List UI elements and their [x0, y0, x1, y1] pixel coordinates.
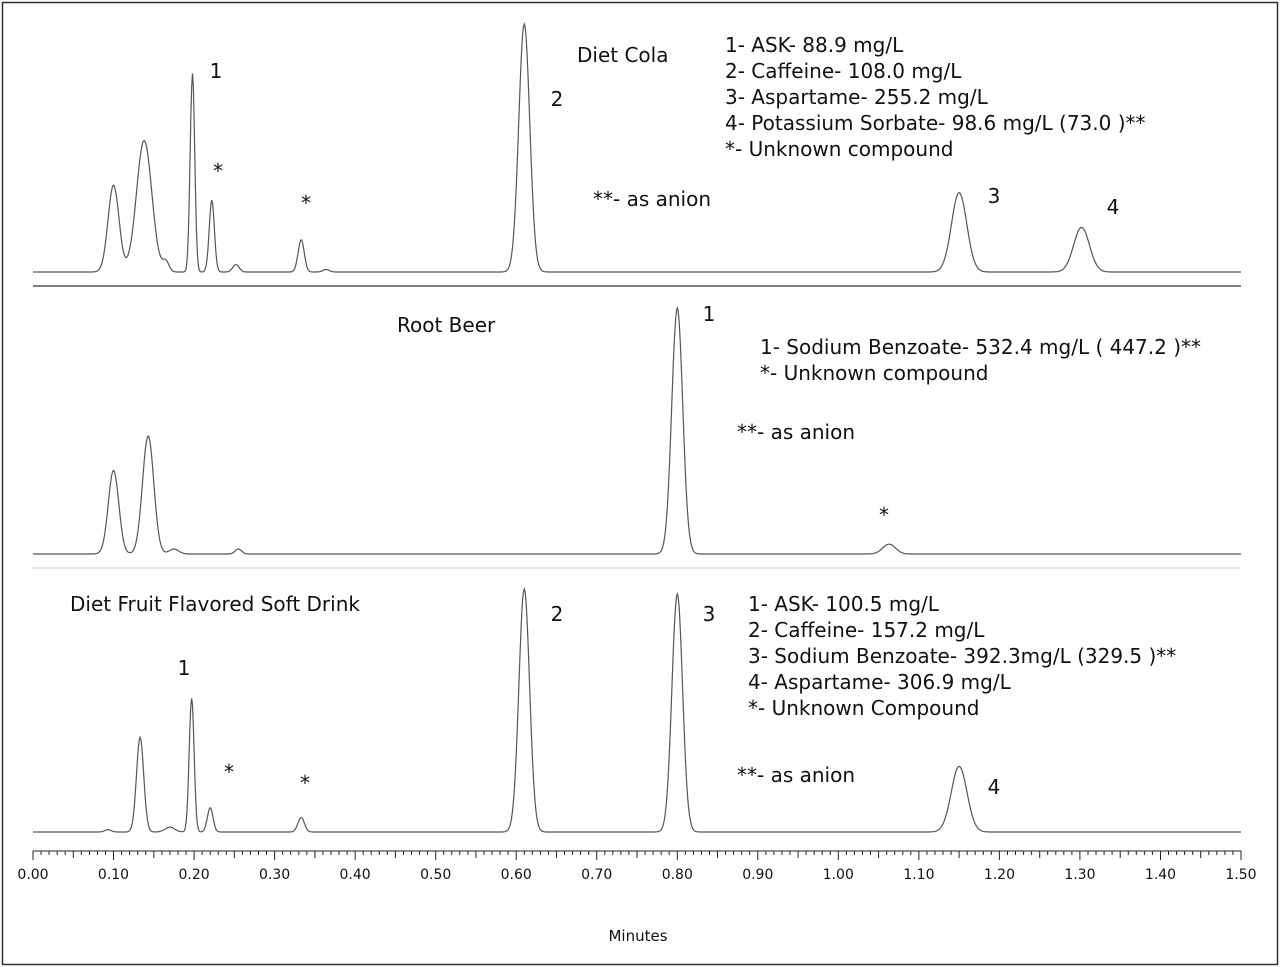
peak-label-2-2: * — [879, 503, 889, 527]
peak-label-3-2: * — [224, 760, 234, 784]
x-tick-label: 1.10 — [903, 867, 934, 883]
x-tick-label: 0.30 — [259, 867, 290, 883]
legend-line-3-2: 2- Caffeine- 157.2 mg/L — [748, 618, 985, 642]
x-tick-label: 1.30 — [1064, 867, 1095, 883]
peak-label-3-1: 1 — [178, 656, 191, 680]
x-tick-label: 0.20 — [179, 867, 210, 883]
peak-label-1-6: 4 — [1107, 195, 1120, 219]
x-tick-label: 0.10 — [98, 867, 129, 883]
anion-note-2: **- as anion — [737, 420, 855, 444]
x-tick-label: 0.00 — [17, 867, 48, 883]
x-axis-ticks: 0.00 0.10 0.20 0.30 0.40 0.50 0.60 0.70 0.80 0.90… — [17, 851, 1257, 883]
annotations: Diet Cola 1- ASK- 88.9 mg/L2- Caffeine- 1… — [70, 33, 1201, 799]
peak-label-1-1: 1 — [210, 59, 223, 83]
legend-line-3-4: 4- Aspartame- 306.9 mg/L — [748, 670, 1012, 694]
peak-label-3-3: * — [300, 771, 310, 795]
peak-label-3-4: 2 — [551, 602, 564, 626]
x-tick-label: 1.50 — [1225, 867, 1256, 883]
panel-title-1: Diet Cola — [577, 43, 668, 67]
legend-line-3-1: 1- ASK- 100.5 mg/L — [748, 592, 940, 616]
legend-line-1-1: 1- ASK- 88.9 mg/L — [725, 33, 904, 57]
x-tick-label: 1.40 — [1145, 867, 1176, 883]
legend-line-3-5: *- Unknown Compound — [748, 696, 979, 720]
legend-line-1-5: *- Unknown compound — [725, 137, 953, 161]
peak-label-1-2: * — [213, 159, 223, 183]
legend-line-1-3: 3- Aspartame- 255.2 mg/L — [725, 85, 989, 109]
x-tick-label: 0.80 — [662, 867, 693, 883]
panel-title-2: Root Beer — [397, 313, 496, 337]
legend-line-1-4: 4- Potassium Sorbate- 98.6 mg/L (73.0 )*… — [725, 111, 1146, 135]
x-tick-label: 1.20 — [984, 867, 1015, 883]
legend-line-2-2: *- Unknown compound — [760, 361, 988, 385]
chromatogram-traces — [33, 22, 1241, 833]
x-tick-label: 0.60 — [501, 867, 532, 883]
peak-label-1-3: * — [301, 191, 311, 215]
anion-note-3: **- as anion — [737, 763, 855, 787]
legend-line-1-2: 2- Caffeine- 108.0 mg/L — [725, 59, 962, 83]
peak-label-3-5: 3 — [703, 602, 716, 626]
peak-label-2-1: 1 — [703, 302, 716, 326]
x-tick-label: 0.70 — [581, 867, 612, 883]
peak-label-1-4: 2 — [551, 87, 564, 111]
anion-note-1: **- as anion — [593, 187, 711, 211]
trace-panel-3 — [33, 586, 1241, 833]
x-tick-label: 0.50 — [420, 867, 451, 883]
peak-label-1-5: 3 — [988, 184, 1001, 208]
peak-label-3-6: 4 — [988, 775, 1001, 799]
trace-panel-2 — [33, 305, 1241, 555]
x-tick-label: 1.00 — [823, 867, 854, 883]
legend-line-2-1: 1- Sodium Benzoate- 532.4 mg/L ( 447.2 )… — [760, 335, 1201, 359]
trace-panel-1 — [33, 22, 1241, 273]
x-axis-title: Minutes — [608, 927, 667, 945]
x-tick-label: 0.40 — [340, 867, 371, 883]
panel-title-3: Diet Fruit Flavored Soft Drink — [70, 592, 360, 616]
x-tick-label: 0.90 — [742, 867, 773, 883]
legend-line-3-3: 3- Sodium Benzoate- 392.3mg/L (329.5 )** — [748, 644, 1176, 668]
x-axis: 0.00 0.10 0.20 0.30 0.40 0.50 0.60 0.70 0.80 0.90… — [17, 850, 1257, 945]
